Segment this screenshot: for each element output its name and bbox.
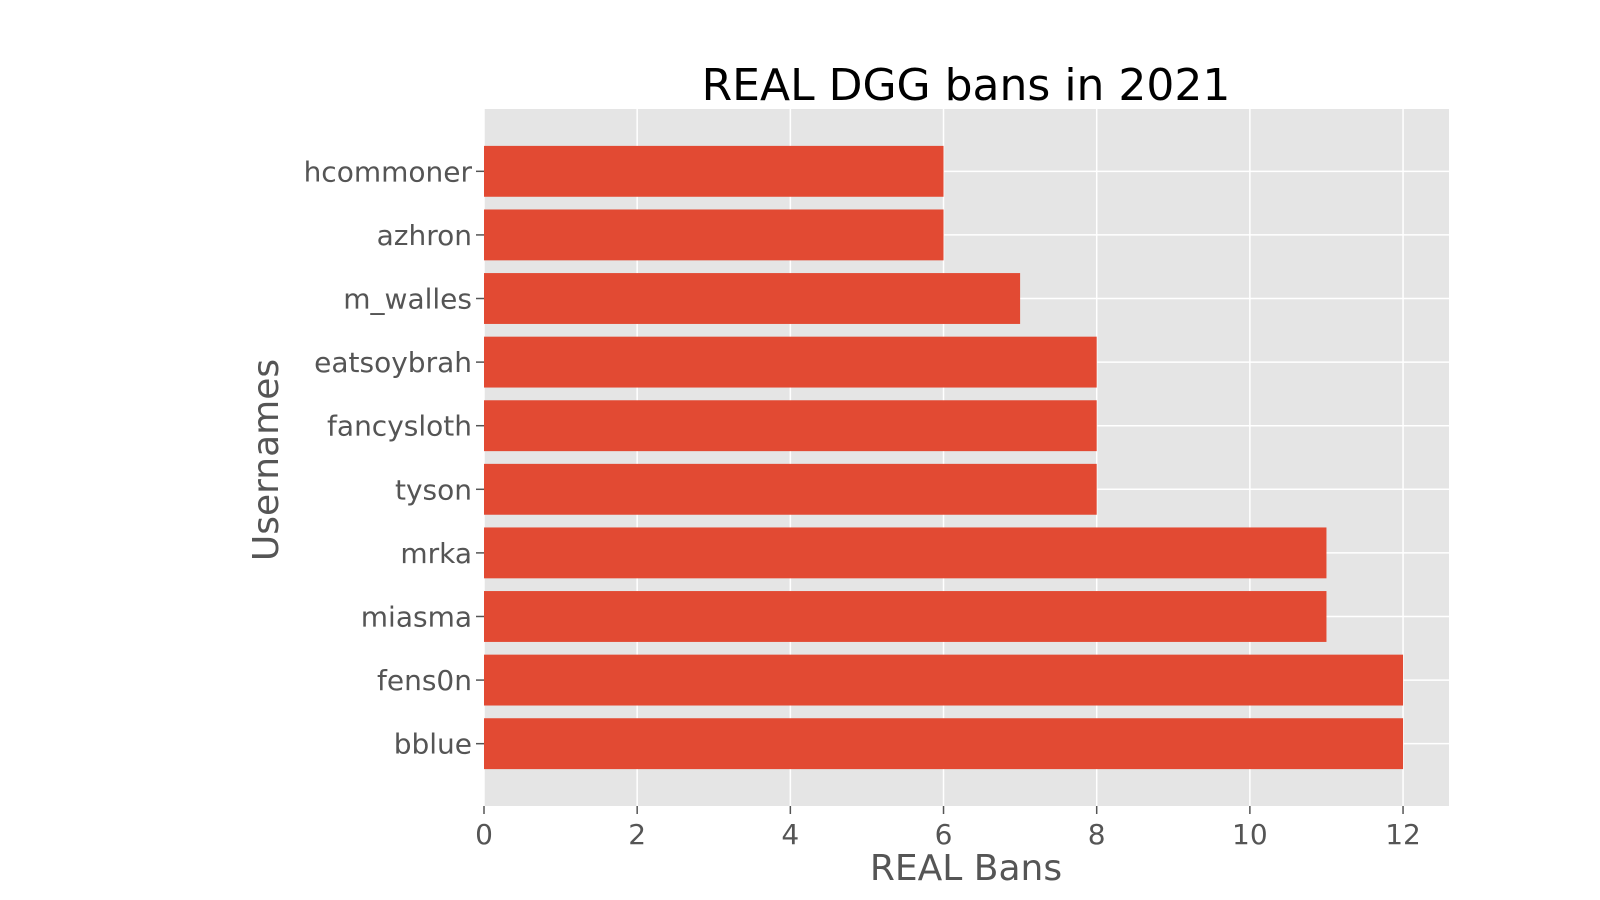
y-tick-label-eatsoybrah: eatsoybrah	[314, 346, 472, 379]
y-tick-label-azhron: azhron	[377, 219, 472, 252]
bar-mrka	[484, 527, 1327, 579]
y-tick-label-bblue: bblue	[394, 728, 472, 761]
y-tick-label-fancysloth: fancysloth	[327, 410, 472, 443]
bar-eatsoybrah	[484, 336, 1097, 388]
bar-bblue	[484, 718, 1404, 770]
bar-m_walles	[484, 273, 1021, 324]
bar-miasma	[484, 591, 1327, 642]
x-tick-label: 4	[781, 818, 799, 851]
bar-azhron	[484, 209, 944, 261]
y-tick-label-m_walles: m_walles	[343, 283, 472, 316]
x-tick-label: 8	[1088, 818, 1106, 851]
bars-group	[484, 145, 1404, 770]
bar-fancysloth	[484, 400, 1097, 452]
y-tick-label-fens0n: fens0n	[377, 664, 472, 697]
y-axis-ticks: bblue fens0n miasma mrka tyson fancysloth eats…	[304, 155, 484, 761]
bar-tyson	[484, 463, 1097, 515]
x-axis-label: REAL Bans	[870, 848, 1062, 889]
y-tick-label-tyson: tyson	[395, 473, 472, 506]
y-tick-label-miasma: miasma	[361, 600, 472, 633]
y-tick-label-mrka: mrka	[400, 537, 472, 570]
x-axis-ticks: 0 2 4 6 8 10 12	[475, 806, 1421, 851]
y-tick-label-hcommoner: hcommoner	[304, 155, 473, 188]
x-tick-label: 12	[1385, 818, 1421, 851]
y-axis-label: Usernames	[246, 359, 287, 561]
x-tick-label: 10	[1232, 818, 1268, 851]
chart-title: REAL DGG bans in 2021	[702, 60, 1231, 111]
bar-hcommoner	[484, 145, 944, 197]
bar-fens0n	[484, 654, 1404, 706]
x-tick-label: 0	[475, 818, 493, 851]
x-tick-label: 6	[935, 818, 953, 851]
x-tick-label: 2	[628, 818, 646, 851]
